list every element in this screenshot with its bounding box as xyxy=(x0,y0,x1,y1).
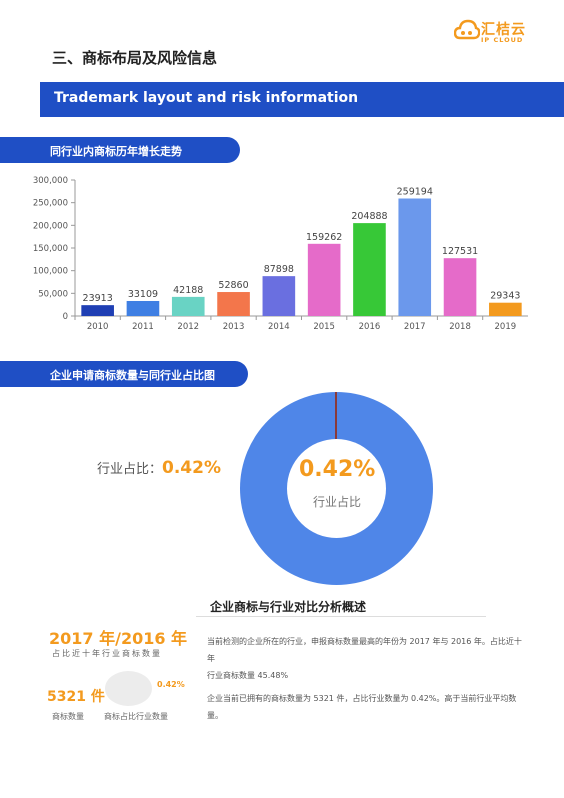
analysis-title: 企业商标与行业对比分析概述 xyxy=(210,600,367,614)
analysis-paragraph-1: 当前检测的企业所在的行业，申报商标数量最高的年份为 2017 年与 2016 年… xyxy=(207,633,527,684)
bar-2017 xyxy=(398,198,432,316)
mini-share-label: 商标占比行业数量 xyxy=(104,712,168,721)
bar-2019 xyxy=(489,302,522,316)
y-tick-label: 100,000 xyxy=(33,267,68,277)
bar-value-label: 29343 xyxy=(490,291,520,302)
ratio-chart-title: 企业申请商标数量与同行业占比图 xyxy=(50,369,215,382)
bar-value-label: 42188 xyxy=(173,285,203,296)
trademark-count-label: 商标数量 xyxy=(52,712,84,721)
y-tick-label: 300,000 xyxy=(33,176,68,186)
bar-value-label: 52860 xyxy=(218,280,248,291)
bar-2018 xyxy=(443,258,477,316)
analysis-paragraph-1-line-2: 行业商标数量 45.48% xyxy=(207,671,289,680)
x-tick-label: 2015 xyxy=(313,322,335,332)
section-title: 三、商标布局及风险信息 xyxy=(52,49,218,67)
x-tick-label: 2016 xyxy=(359,322,381,332)
bar-2014 xyxy=(262,276,296,316)
brand-logo: 汇桔云 IP CLOUD xyxy=(454,18,534,46)
cloud-logo-icon xyxy=(454,19,480,40)
x-tick-label: 2019 xyxy=(495,322,517,332)
x-tick-label: 2013 xyxy=(223,322,245,332)
bar-2015 xyxy=(307,243,341,316)
bar-value-label: 87898 xyxy=(264,264,294,275)
mini-share-percent: 0.42% xyxy=(157,680,185,689)
y-tick-label: 50,000 xyxy=(38,289,68,299)
bar-2011 xyxy=(126,300,160,316)
y-tick-label: 200,000 xyxy=(33,221,68,231)
x-tick-label: 2011 xyxy=(132,322,154,332)
section-banner: Trademark layout and risk information xyxy=(40,82,564,117)
donut-hole xyxy=(287,439,386,538)
banner-title: Trademark layout and risk information xyxy=(54,90,359,106)
bar-value-label: 204888 xyxy=(351,211,387,222)
bar-value-label: 127531 xyxy=(442,246,478,257)
donut-share-slice xyxy=(335,392,337,439)
logo-cn-text: 汇桔云 xyxy=(481,22,526,38)
ratio-chart-header: 企业申请商标数量与同行业占比图 xyxy=(0,361,248,387)
industry-share-donut xyxy=(240,392,433,585)
x-tick-label: 2017 xyxy=(404,322,426,332)
mini-share-chart xyxy=(105,671,152,706)
y-tick-label: 250,000 xyxy=(33,199,68,209)
y-tick-label: 0 xyxy=(63,312,68,322)
bar-2010 xyxy=(81,305,114,316)
analysis-paragraph-1-line-1: 当前检测的企业所在的行业，申报商标数量最高的年份为 2017 年与 2016 年… xyxy=(207,637,522,663)
bar-value-label: 159262 xyxy=(306,232,342,243)
x-tick-label: 2010 xyxy=(87,322,109,332)
bar-2016 xyxy=(353,223,386,316)
peak-years-caption: 占比近十年行业商标数量 xyxy=(52,649,162,658)
trademark-count: 5321 件 xyxy=(47,689,105,705)
donut-percent: 0.42% xyxy=(299,457,376,482)
bar-value-label: 23913 xyxy=(83,293,113,304)
x-tick-label: 2018 xyxy=(449,322,471,332)
bar-2012 xyxy=(171,296,205,316)
bar-value-label: 259194 xyxy=(397,186,433,197)
analysis-paragraph-2: 企业当前已拥有的商标数量为 5321 件，占比行业数量为 0.42%。高于当前行… xyxy=(207,694,517,720)
bar-2013 xyxy=(217,292,250,316)
logo-en-text: IP CLOUD xyxy=(481,36,524,44)
industry-share-label: 行业占比： xyxy=(97,462,163,477)
analysis-divider xyxy=(196,616,486,617)
peak-years: 2017 年/2016 年 xyxy=(49,629,188,648)
y-tick-label: 150,000 xyxy=(33,244,68,254)
trend-chart-header: 同行业内商标历年增长走势 xyxy=(0,137,240,163)
trademark-growth-bar-chart: 0 50,000 100,000 150,000 200,000 250,000 300,0… xyxy=(33,176,528,332)
trend-chart-title: 同行业内商标历年增长走势 xyxy=(50,145,182,158)
bar-value-label: 33109 xyxy=(128,289,158,300)
donut-label: 行业占比 xyxy=(312,495,361,509)
x-tick-label: 2012 xyxy=(177,322,199,332)
industry-share-value: 0.42% xyxy=(162,458,221,478)
industry-share-summary: 行业占比：0.42% xyxy=(97,458,221,478)
x-tick-label: 2014 xyxy=(268,322,290,332)
